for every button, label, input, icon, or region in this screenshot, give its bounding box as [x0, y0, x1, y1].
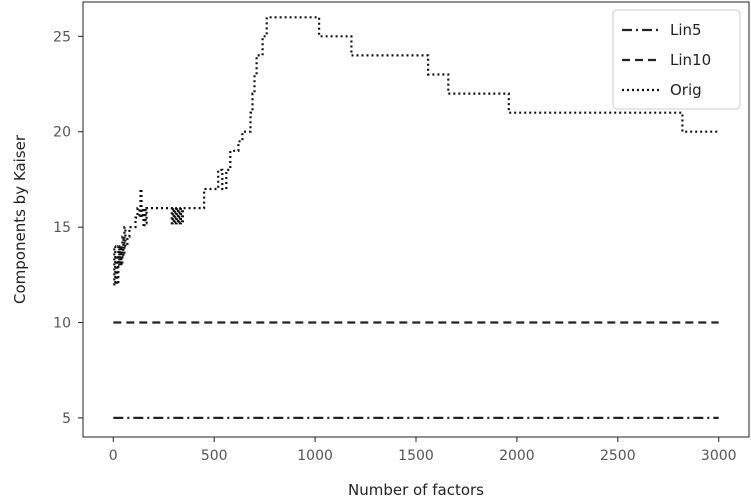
y-tick-label: 10 — [53, 316, 71, 332]
x-tick-label: 1500 — [398, 448, 434, 464]
y-tick-label: 15 — [53, 220, 71, 236]
y-axis-ticks: 5 10 15 20 25 — [53, 29, 83, 427]
legend-box — [612, 9, 741, 110]
legend-label: Orig — [670, 81, 702, 99]
x-tick-label: 2500 — [600, 448, 636, 464]
series-line-orig — [113, 16, 719, 286]
legend: Lin5 Lin10 Orig — [612, 9, 741, 110]
x-tick-label: 500 — [201, 448, 228, 464]
y-tick-label: 20 — [53, 125, 71, 141]
legend-label: Lin10 — [670, 51, 711, 69]
legend-label: Lin5 — [670, 21, 702, 39]
x-tick-label: 0 — [109, 448, 118, 464]
x-tick-label: 3000 — [701, 448, 737, 464]
y-axis-label: Components by Kaiser — [11, 134, 29, 304]
y-tick-label: 5 — [62, 411, 71, 427]
x-tick-label: 2000 — [499, 448, 535, 464]
x-axis-label: Number of factors — [348, 481, 484, 499]
plot-layer — [113, 16, 719, 419]
x-tick-label: 1000 — [297, 448, 333, 464]
x-axis-ticks: 0 500 1000 1500 2000 2500 3000 — [109, 437, 737, 464]
y-tick-label: 25 — [53, 29, 71, 45]
